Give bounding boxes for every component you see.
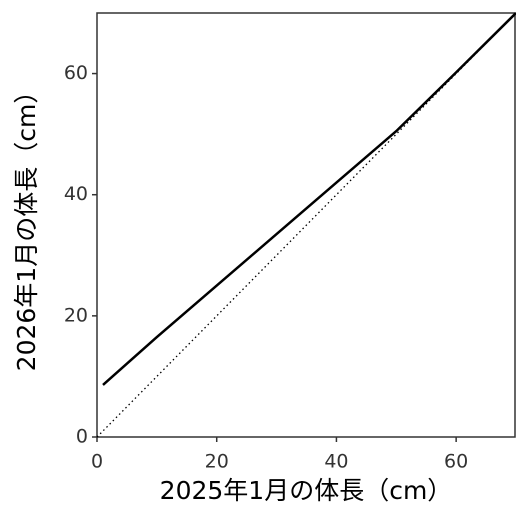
x-tick-label: 0 bbox=[91, 451, 103, 473]
y-tick-label: 0 bbox=[76, 426, 88, 448]
plot-frame bbox=[96, 12, 516, 438]
y-tick-label: 20 bbox=[64, 304, 88, 326]
x-tick-label: 20 bbox=[205, 451, 229, 473]
x-axis-label: 2025年1月の体長（cm） bbox=[160, 476, 453, 505]
line-series bbox=[102, 12, 516, 386]
y-tick-label: 60 bbox=[64, 62, 88, 84]
y-axis-label: 2026年1月の体長（cm） bbox=[12, 79, 41, 372]
line-series bbox=[96, 12, 516, 438]
x-tick-label: 60 bbox=[444, 451, 468, 473]
y-tick-label: 40 bbox=[64, 183, 88, 205]
x-tick-label: 40 bbox=[324, 451, 348, 473]
